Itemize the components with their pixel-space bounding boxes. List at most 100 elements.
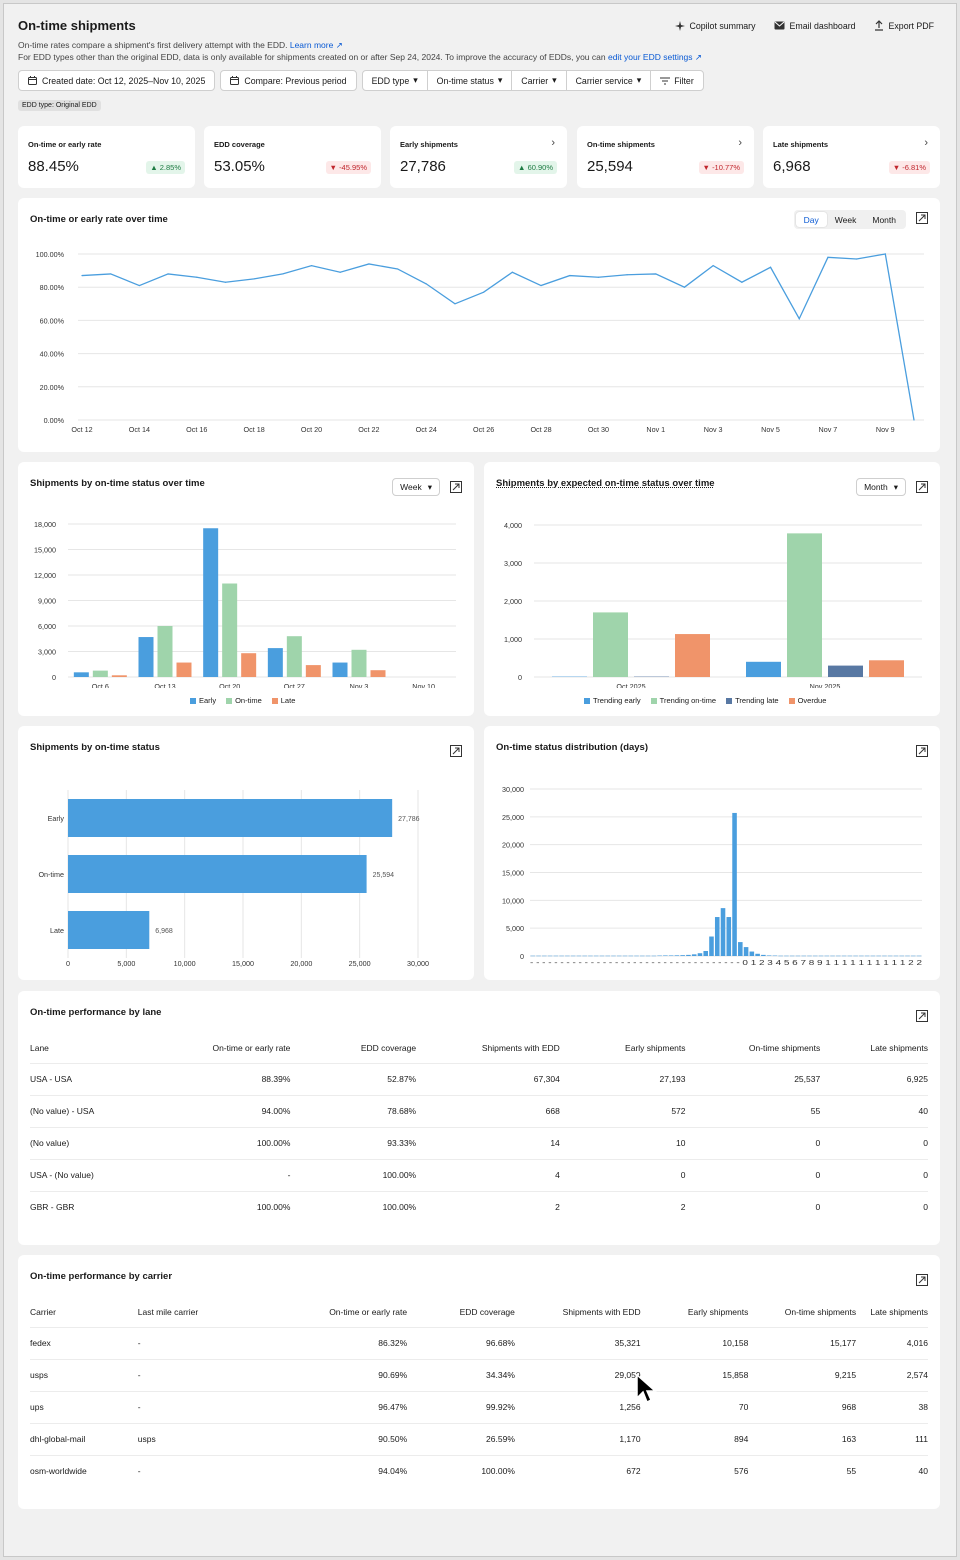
bar [882, 955, 887, 957]
table-row[interactable]: usps -90.69% 34.34% 29,059 15,858 9,215 2,574 [30, 1358, 928, 1391]
data-label: 6,968 [155, 928, 173, 935]
created-date-filter[interactable]: Created date: Oct 12, 2025–Nov 10, 2025 [18, 70, 216, 91]
email-dashboard-button[interactable]: Email dashboard [774, 20, 856, 31]
table-header-row: Lane On-time or early rate EDD coverage Shi… [30, 1033, 928, 1063]
column-header[interactable]: Late shipments [870, 1306, 928, 1317]
bar [593, 955, 599, 957]
expand-icon[interactable] [916, 481, 928, 493]
column-header[interactable]: Shipments with EDD [562, 1306, 641, 1317]
expected-status-dropdown[interactable]: Month ▾ [856, 478, 906, 496]
bar [795, 955, 801, 957]
table-cell: osm-worldwide [30, 1454, 138, 1487]
bar [628, 955, 634, 957]
chevron-right-icon[interactable]: › [551, 137, 555, 149]
legend-ontime[interactable]: On-time [226, 696, 262, 705]
chevron-right-icon[interactable]: › [924, 137, 928, 149]
y-tick-label: 4,000 [504, 521, 522, 530]
column-header[interactable]: Early shipments [687, 1306, 749, 1317]
column-header[interactable]: EDD coverage [360, 1042, 417, 1053]
column-header[interactable]: On-time shipments [784, 1306, 857, 1317]
chevron-right-icon[interactable]: › [738, 137, 742, 149]
expand-icon[interactable] [916, 212, 928, 224]
toggle-week[interactable]: Week [834, 214, 857, 225]
status-over-time-dropdown[interactable]: Week ▾ [392, 478, 440, 496]
bar [605, 955, 611, 957]
expand-icon[interactable] [916, 1274, 928, 1286]
table-row[interactable]: dhl-global-mail usps 90.50% 26.59% 1,170 894 1… [30, 1422, 928, 1455]
legend-trending-early[interactable]: Trending early [584, 696, 641, 705]
bar [668, 955, 674, 956]
bar [176, 662, 192, 677]
bar [565, 955, 570, 957]
column-header[interactable]: On-time or early rate [329, 1306, 408, 1317]
expand-icon[interactable] [450, 745, 462, 757]
kpi-card[interactable]: Early shipments 27,786 ▲ 60.90% › [390, 126, 567, 188]
legend-early[interactable]: Early [190, 696, 216, 705]
distribution-card: On-time status distribution (days) 0 5,00… [484, 726, 940, 980]
legend-late-label: Late [280, 696, 296, 705]
kpi-delta: 2.85% [159, 163, 181, 172]
table-row[interactable]: ups -96.47% 99.92% 1,256 70 968 38 [30, 1390, 928, 1423]
learn-more-link[interactable]: Learn more ↗ [290, 40, 343, 50]
data-point [454, 303, 456, 305]
data-point [396, 268, 399, 270]
column-header[interactable]: On-time or early rate [212, 1042, 291, 1053]
y-tick-label: 0 [52, 673, 56, 682]
table-row[interactable]: (No value) 100.00% 93.33% 14 10 0 0 [30, 1126, 928, 1159]
by-status-card: Shipments by on-time status 0 5,000 10,000… [18, 726, 474, 980]
carrier-filter[interactable]: Carrier ▾ [512, 71, 567, 90]
column-header[interactable]: Early shipments [625, 1042, 686, 1053]
kpi-card[interactable]: Late shipments 6,968 ▼ -6.81% › [763, 126, 940, 188]
y-tick-label: 2,000 [504, 597, 522, 606]
edd-settings-link[interactable]: edit your EDD settings ↗ [608, 52, 702, 62]
bar [778, 955, 783, 957]
carrier-service-label: Carrier service [575, 75, 633, 86]
toggle-month[interactable]: Month [872, 214, 896, 225]
x-tick-label: 10,000 [174, 959, 196, 968]
legend-overdue-label: Overdue [797, 696, 827, 705]
edd-type-filter[interactable]: EDD type ▾ [363, 71, 428, 90]
column-header[interactable]: Shipments with EDD [481, 1042, 560, 1053]
legend-overdue[interactable]: Overdue [788, 696, 827, 705]
table-row[interactable]: GBR - GBR 100.00% 100.00% 2 2 0 0 [30, 1190, 928, 1223]
data-point [569, 274, 571, 277]
data-point [884, 253, 886, 255]
y-tick-label: 0 [520, 952, 524, 961]
bar [570, 955, 576, 957]
legend-late[interactable]: Late [271, 696, 296, 705]
table-row[interactable]: USA - USA 88.39% 52.87% 67,304 27,193 25,537 6… [30, 1062, 928, 1095]
filter-label: Filter [674, 75, 694, 86]
table-cell: 0 [820, 1158, 928, 1191]
kpi-card[interactable]: On-time shipments 25,594 ▼ -10.77% › [577, 126, 754, 188]
caret-down-icon: ▾ [497, 75, 503, 85]
table-row[interactable]: USA - (No value) -100.00% 4 0 0 0 [30, 1158, 928, 1191]
carrier-service-filter[interactable]: Carrier service ▾ [567, 71, 652, 90]
copilot-summary-button[interactable]: Copilot summary [674, 20, 756, 31]
line-chart: 0.00% 20.00% 40.00% 60.00% 80.00% 100.00% Oct … [36, 250, 924, 434]
expand-icon[interactable] [916, 745, 928, 757]
column-header[interactable]: Carrier [30, 1306, 56, 1317]
kpi-delta: -10.77% [712, 163, 740, 172]
table-row[interactable]: (No value) - USA 94.00% 78.68% 668 572 55 40 [30, 1094, 928, 1127]
expand-icon[interactable] [916, 1010, 928, 1022]
bar [68, 855, 367, 893]
more-filter-button[interactable]: Filter [651, 71, 703, 90]
expand-icon[interactable] [450, 481, 462, 493]
column-header[interactable]: Last mile carrier [137, 1306, 199, 1317]
compare-filter[interactable]: Compare: Previous period [220, 70, 357, 91]
column-header[interactable]: Late shipments [870, 1042, 928, 1053]
ontime-status-filter[interactable]: On-time status ▾ [428, 71, 513, 90]
export-pdf-button[interactable]: Export PDF [874, 20, 934, 31]
column-header[interactable]: EDD coverage [459, 1306, 515, 1317]
legend-trending-ontime[interactable]: Trending on-time [650, 696, 717, 705]
column-header[interactable]: On-time shipments [748, 1042, 821, 1053]
table-row[interactable]: osm-worldwide -94.04% 100.00% 672 576 55 40 [30, 1454, 928, 1487]
table-row[interactable]: fedex -86.32% 96.68% 35,321 10,158 15,177 4,01… [30, 1326, 928, 1359]
legend-trending-late[interactable]: Trending late [726, 696, 779, 705]
edd-type-chip[interactable]: EDD type: Original EDD [18, 100, 101, 111]
legend-trending-ontime-label: Trending on-time [659, 696, 717, 705]
column-header[interactable]: Lane [30, 1042, 49, 1053]
bar [743, 947, 749, 956]
toggle-day[interactable]: Day [795, 212, 827, 227]
bar [720, 908, 726, 956]
